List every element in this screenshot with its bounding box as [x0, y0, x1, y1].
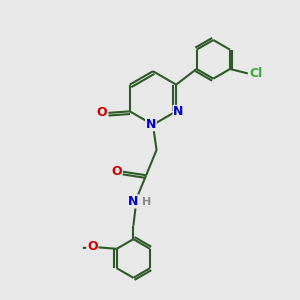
Text: N: N — [128, 195, 139, 208]
Text: O: O — [97, 106, 107, 119]
Text: Cl: Cl — [250, 67, 263, 80]
Text: H: H — [142, 197, 152, 207]
Text: O: O — [111, 165, 122, 178]
Text: N: N — [146, 118, 156, 130]
Text: N: N — [173, 106, 183, 118]
Text: O: O — [87, 240, 98, 253]
